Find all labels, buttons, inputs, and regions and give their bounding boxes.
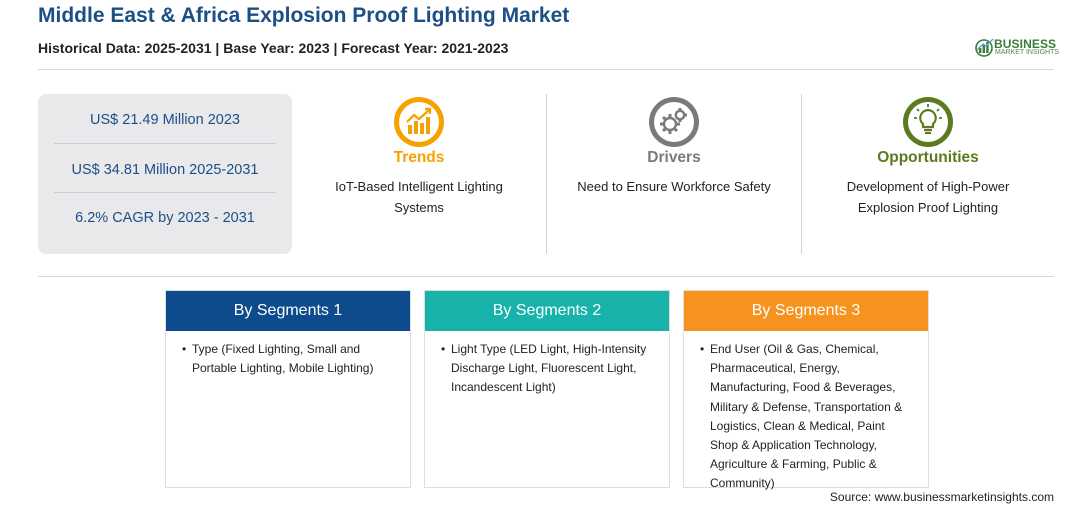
segment-body: • End User (Oil & Gas, Chemical, Pharmac…	[684, 331, 928, 494]
opportunities-heading: Opportunities	[877, 149, 979, 166]
gears-icon	[649, 97, 699, 147]
segment-item: End User (Oil & Gas, Chemical, Pharmaceu…	[710, 342, 903, 491]
trends-heading: Trends	[393, 149, 445, 166]
stat-divider	[54, 192, 276, 193]
drivers-heading: Drivers	[647, 149, 701, 166]
market-stats-panel: US$ 21.49 Million 2023 US$ 34.81 Million…	[38, 94, 292, 254]
segment-body: • Type (Fixed Lighting, Small and Portab…	[166, 331, 410, 378]
drivers-text: Need to Ensure Workforce Safety	[577, 179, 771, 194]
page-subtitle: Historical Data: 2025-2031 | Base Year: …	[38, 40, 509, 56]
trend-chart-icon	[394, 97, 444, 147]
logo-globe-icon	[975, 38, 994, 57]
bullet-marker: •	[441, 342, 446, 356]
bullet-marker: •	[700, 342, 705, 356]
stat-market-size-base: US$ 21.49 Million 2023	[90, 112, 240, 128]
trends-text: IoT-Based Intelligent Lighting Systems	[335, 179, 503, 215]
segment-title: By Segments 1	[166, 291, 410, 331]
column-divider	[546, 94, 547, 254]
lightbulb-icon	[903, 97, 953, 147]
bullet-marker: •	[182, 342, 187, 356]
column-divider	[801, 94, 802, 254]
segment-body: • Light Type (LED Light, High-Intensity …	[425, 331, 669, 398]
segment-title: By Segments 2	[425, 291, 669, 331]
segment-title: By Segments 3	[684, 291, 928, 331]
company-logo[interactable]: BUSINESS MARKET INSIGHTS	[974, 36, 1060, 60]
stat-divider	[54, 143, 276, 144]
logo-name: BUSINESS	[994, 37, 1057, 51]
stat-market-size-forecast: US$ 34.81 Million 2025-2031	[71, 162, 259, 178]
middle-divider	[38, 276, 1054, 277]
source-credit: Source: www.businessmarketinsights.com	[829, 490, 1054, 504]
segment-card-2: By Segments 2 • Light Type (LED Light, H…	[424, 290, 670, 488]
logo-tagline: MARKET INSIGHTS	[995, 49, 1060, 56]
stat-cagr: 6.2% CAGR by 2023 - 2031	[75, 210, 255, 226]
top-divider	[38, 69, 1054, 70]
segment-card-3: By Segments 3 • End User (Oil & Gas, Che…	[683, 290, 929, 490]
segment-card-1: By Segments 1 • Type (Fixed Lighting, Sm…	[165, 290, 411, 488]
segment-item: Type (Fixed Lighting, Small and Portable…	[192, 342, 374, 376]
page-title: Middle East & Africa Explosion Proof Lig…	[38, 4, 570, 27]
segment-item: Light Type (LED Light, High-Intensity Di…	[451, 342, 647, 395]
opportunities-text: Development of High-Power Explosion Proo…	[846, 179, 1010, 215]
